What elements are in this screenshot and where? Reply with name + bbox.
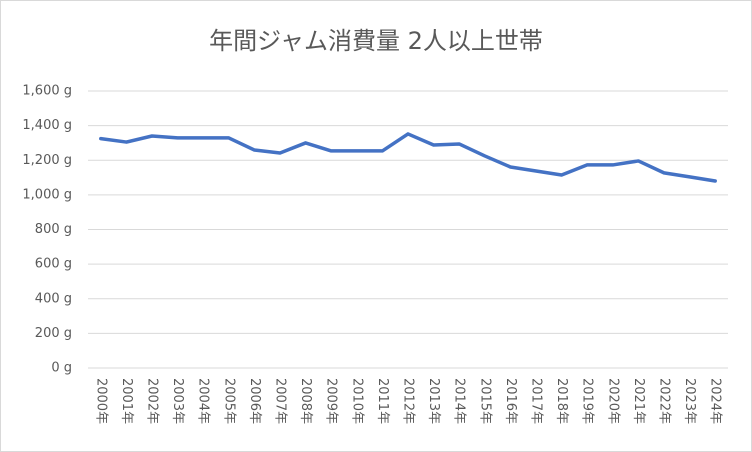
x-tick-label: 2003年	[170, 378, 185, 424]
x-tick-label: 2010年	[349, 378, 364, 424]
y-tick-label: 1,200 g	[22, 153, 72, 168]
x-tick-label: 2016年	[503, 378, 518, 424]
y-tick-label: 200 g	[35, 326, 72, 341]
x-tick-label: 2023年	[682, 378, 697, 424]
x-tick-label: 2000年	[93, 378, 108, 424]
x-tick-label: 2006年	[247, 378, 262, 424]
y-tick-label: 1,000 g	[22, 187, 72, 202]
y-tick-label: 1,600 g	[22, 84, 72, 99]
x-tick-label: 2008年	[298, 378, 313, 424]
x-tick-label: 2007年	[273, 378, 288, 424]
x-tick-label: 2005年	[221, 378, 236, 424]
x-tick-label: 2017年	[529, 378, 544, 424]
y-tick-label: 400 g	[35, 291, 72, 306]
x-tick-label: 2019年	[580, 378, 595, 424]
x-tick-label: 2002年	[145, 378, 160, 424]
y-tick-label: 800 g	[35, 222, 72, 237]
x-tick-label: 2011年	[375, 378, 390, 424]
x-tick-label: 2015年	[477, 378, 492, 424]
x-tick-label: 2014年	[452, 378, 467, 424]
y-tick-label: 1,400 g	[22, 118, 72, 133]
x-tick-label: 2013年	[426, 378, 441, 424]
x-tick-label: 2022年	[657, 378, 672, 424]
x-tick-label: 2020年	[605, 378, 620, 424]
x-tick-label: 2004年	[196, 378, 211, 424]
y-tick-label: 0 g	[51, 361, 72, 376]
x-tick-label: 2001年	[119, 378, 134, 424]
x-tick-label: 2024年	[708, 378, 723, 424]
x-tick-label: 2012年	[401, 378, 416, 424]
x-tick-label: 2021年	[631, 378, 646, 424]
line-series	[99, 132, 717, 183]
y-tick-label: 600 g	[35, 257, 72, 272]
x-tick-label: 2009年	[324, 378, 339, 424]
x-tick-label: 2018年	[554, 378, 569, 424]
chart-title: 年間ジャム消費量 2人以上世帯	[209, 27, 543, 55]
